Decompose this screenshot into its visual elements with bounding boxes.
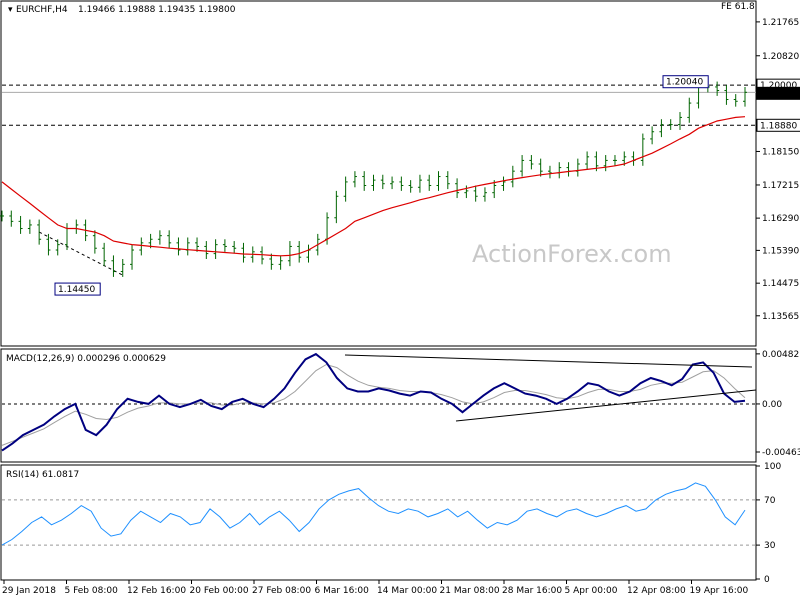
x-tick-label: 27 Feb 08:00 xyxy=(252,586,311,596)
watermark: ActionForex.com xyxy=(472,240,672,268)
rsi-y-axis: 100 70 30 0 xyxy=(756,462,781,585)
rsi-tick-label: 0 xyxy=(764,575,770,585)
rsi-tick-label: 30 xyxy=(764,541,776,551)
x-tick-label: 20 Feb 00:00 xyxy=(190,586,249,596)
x-axis: 29 Jan 2018 5 Feb 08:00 12 Feb 16:00 20 Feb… xyxy=(2,580,748,596)
price-tick-label: 1.17215 xyxy=(762,181,799,191)
price-tick-label: 1.13565 xyxy=(762,312,799,322)
header-symbol-arrow: ▾ xyxy=(8,5,13,15)
macd-y-axis: 0.004827 0.00 -0.004632 xyxy=(756,350,800,458)
macd-title: MACD(12,26,9) 0.000296 0.000629 xyxy=(6,354,166,364)
x-tick-label: 21 Mar 08:00 xyxy=(440,586,500,596)
rsi-tick-label: 70 xyxy=(764,496,776,506)
rsi-tick-label: 100 xyxy=(764,462,781,472)
price-panel-frame xyxy=(0,0,757,347)
resistance-label-text: 1.20000 xyxy=(760,81,797,91)
current-price-label-text: 1.19800 xyxy=(760,89,797,99)
x-tick-label: 19 Apr 16:00 xyxy=(690,586,749,596)
x-tick-label: 5 Apr 00:00 xyxy=(565,586,618,596)
x-tick-label: 5 Feb 08:00 xyxy=(65,586,119,596)
macd-lower-trendline xyxy=(455,389,757,422)
current-price-label: 1.19800 xyxy=(756,86,800,100)
support-label-text: 1.18880 xyxy=(760,121,797,131)
rsi-title: RSI(14) 61.0817 xyxy=(6,470,79,480)
x-tick-label: 29 Jan 2018 xyxy=(2,586,56,596)
macd-upper-trendline xyxy=(344,354,753,368)
price-tick-label: 1.16290 xyxy=(762,214,799,224)
macd-panel-frame xyxy=(0,348,757,463)
price-tick-label: 1.15390 xyxy=(762,246,799,256)
price-tick-label: 1.21765 xyxy=(762,18,799,28)
macd-signal-line xyxy=(1,363,746,446)
x-tick-label: 6 Mar 16:00 xyxy=(315,586,370,596)
rsi-line xyxy=(1,482,746,546)
x-tick-label: 12 Feb 16:00 xyxy=(127,586,186,596)
support-label: 1.18880 xyxy=(756,118,800,132)
header-indicator: FE 61.8 xyxy=(721,2,755,12)
moving-average-line xyxy=(1,116,746,257)
macd-line xyxy=(1,352,746,452)
low-trendline xyxy=(38,231,123,276)
low-label-text: 1.14450 xyxy=(58,285,95,295)
high-label-text: 1.20040 xyxy=(666,78,703,88)
x-tick-label: 14 Mar 00:00 xyxy=(377,586,437,596)
macd-tick-label: 0.00 xyxy=(762,400,782,410)
price-y-axis: 1.21765 1.20820 1.18150 1.17215 1.16290 1.153… xyxy=(756,18,799,322)
price-tick-label: 1.20820 xyxy=(762,52,799,62)
price-bars xyxy=(0,81,747,277)
x-tick-label: 28 Mar 16:00 xyxy=(502,586,562,596)
price-trendline xyxy=(38,231,123,276)
price-tick-label: 1.14475 xyxy=(762,279,799,289)
macd-tick-label: 0.004827 xyxy=(762,350,800,360)
header-ohlc: 1.19466 1.19888 1.19435 1.19800 xyxy=(78,5,236,15)
low-label: 1.14450 xyxy=(54,282,101,296)
macd-tick-label: -0.004632 xyxy=(762,448,800,458)
price-tick-label: 1.18150 xyxy=(762,147,799,157)
high-label: 1.20040 xyxy=(662,75,709,89)
header-symbol: EURCHF,H4 xyxy=(16,5,68,15)
price-levels xyxy=(2,84,756,126)
x-tick-label: 12 Apr 08:00 xyxy=(627,586,686,596)
